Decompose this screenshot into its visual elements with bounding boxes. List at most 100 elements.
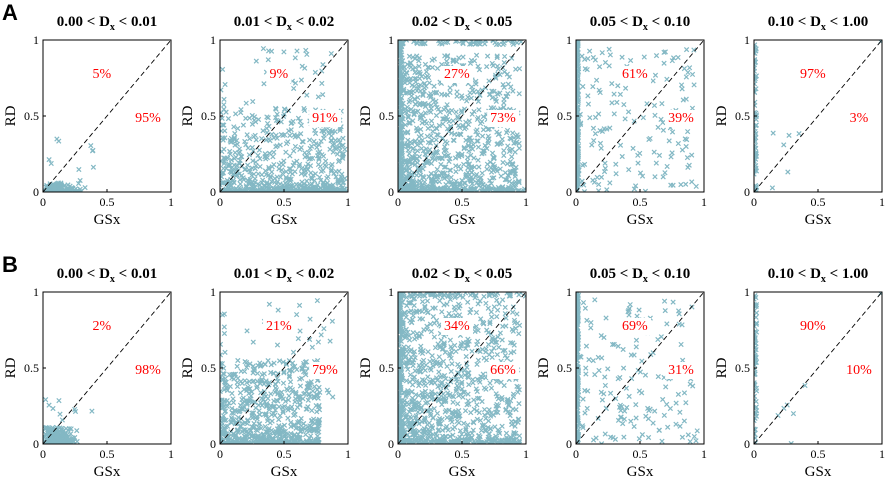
title-right: < 0.05 [470, 14, 512, 30]
data-point [442, 398, 449, 405]
title-left: 0.02 < D [412, 14, 465, 30]
data-point [577, 121, 584, 128]
title-left: 0.00 < D [57, 266, 110, 282]
data-point [508, 418, 515, 425]
data-point [441, 175, 447, 181]
data-point [458, 381, 465, 387]
data-point [487, 91, 493, 97]
data-point [308, 170, 314, 176]
data-point [398, 349, 404, 356]
percent-below: 73% [490, 111, 516, 126]
title-left: 0.02 < D [412, 266, 465, 282]
data-point [310, 416, 317, 422]
y-tick-label: 0 [33, 185, 39, 199]
data-point [613, 171, 619, 177]
data-point [685, 128, 691, 135]
data-point [422, 186, 428, 192]
data-point [287, 406, 294, 412]
data-point [443, 385, 450, 391]
panel-label-a: A [2, 0, 18, 25]
data-point [510, 186, 516, 192]
data-point [410, 430, 417, 437]
data-point [467, 60, 474, 66]
data-point [482, 412, 488, 418]
data-point [53, 424, 60, 430]
data-point [446, 118, 452, 125]
data-point [428, 328, 434, 335]
data-point [274, 342, 281, 348]
y-tick-label: 0.5 [24, 361, 39, 375]
reference-diagonal [42, 291, 172, 445]
data-point [510, 88, 516, 94]
data-point [321, 128, 327, 134]
data-point [431, 83, 437, 89]
data-point [283, 169, 289, 175]
data-point [422, 151, 428, 157]
data-point [68, 426, 74, 432]
data-point [324, 387, 330, 393]
data-point [467, 41, 473, 47]
data-point [417, 316, 423, 322]
data-point [416, 383, 422, 389]
data-point [318, 332, 324, 338]
data-point [248, 428, 254, 434]
data-point [491, 345, 497, 351]
data-point [508, 340, 514, 346]
data-point [437, 155, 443, 161]
data-point [291, 408, 298, 414]
data-point [250, 339, 256, 345]
data-point [329, 318, 336, 324]
data-point [503, 315, 509, 321]
title-right: < 0.01 [115, 14, 157, 30]
data-point [260, 177, 266, 183]
data-point [398, 101, 402, 107]
data-point [223, 165, 229, 172]
data-point [475, 338, 481, 344]
data-point [314, 440, 320, 444]
data-point [484, 64, 490, 70]
data-point [316, 155, 322, 161]
data-point [302, 359, 308, 365]
data-point [320, 61, 326, 68]
data-point [89, 408, 95, 414]
data-point [233, 154, 239, 160]
data-point [312, 130, 319, 137]
data-point [499, 297, 506, 303]
data-point [502, 53, 508, 60]
data-point [65, 188, 71, 192]
data-point [292, 134, 298, 140]
data-point [299, 365, 306, 371]
data-point [309, 407, 315, 414]
y-tick-label: 1 [210, 33, 216, 47]
data-point [431, 396, 438, 402]
data-point [500, 159, 506, 166]
data-point [660, 127, 667, 133]
data-point [250, 424, 256, 431]
data-point [269, 131, 275, 137]
data-point [483, 300, 489, 306]
data-point [278, 119, 284, 125]
data-point [254, 416, 260, 422]
data-point [266, 301, 272, 307]
data-point [455, 401, 461, 407]
x-axis-label: GSx [271, 464, 298, 480]
data-point [300, 396, 306, 402]
data-point [640, 115, 646, 121]
data-point [457, 428, 463, 434]
data-point [60, 440, 66, 444]
data-point [494, 406, 500, 412]
data-point [320, 91, 326, 98]
data-point [413, 413, 419, 419]
data-point [433, 148, 440, 154]
data-point [279, 170, 286, 177]
data-point [652, 112, 658, 118]
data-point [314, 387, 320, 393]
data-point [685, 69, 691, 76]
data-point [463, 426, 469, 432]
data-point [420, 91, 426, 97]
data-point [475, 98, 482, 105]
data-point [272, 105, 279, 111]
data-point [316, 422, 322, 428]
data-point [265, 115, 271, 121]
data-point [231, 372, 238, 378]
